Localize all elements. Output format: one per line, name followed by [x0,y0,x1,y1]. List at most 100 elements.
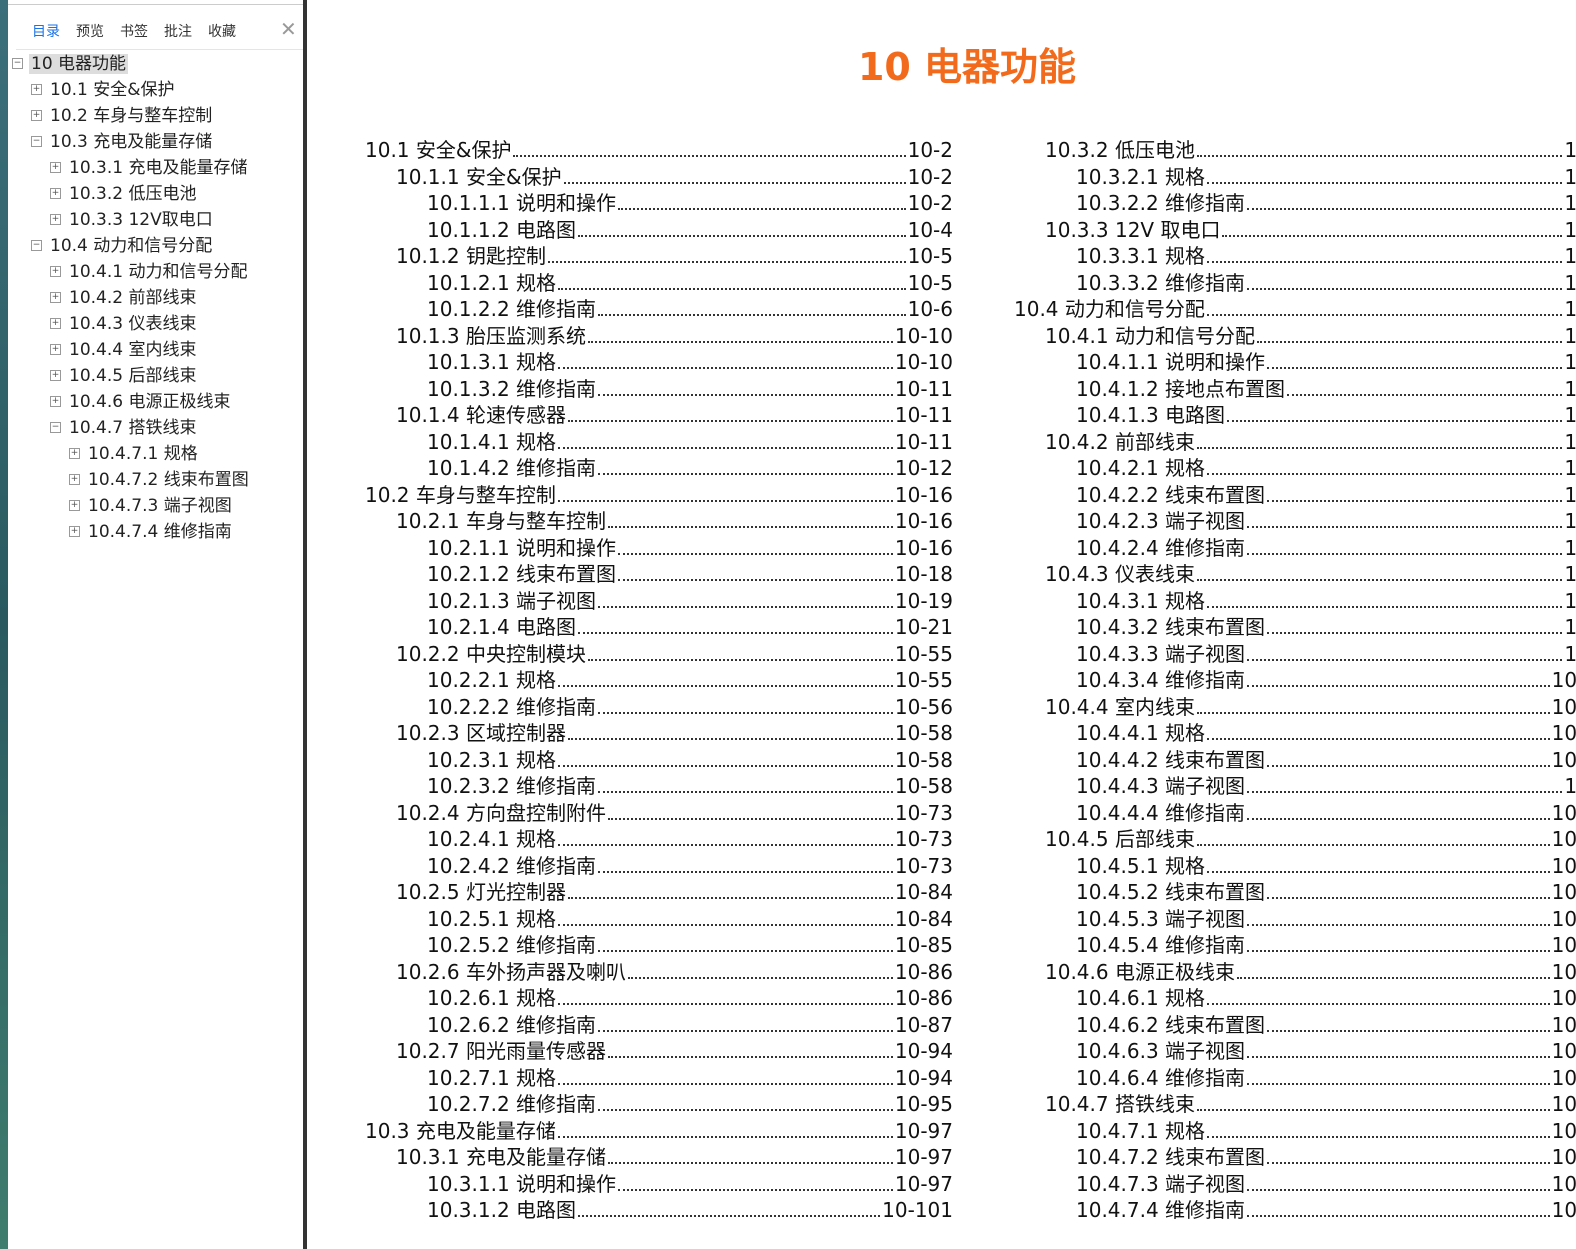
toc-entry[interactable]: 10.4.7 搭铁线束 10-5 [1045,1091,1576,1117]
tree-node[interactable]: −10.3 充电及能量存储 [31,130,214,154]
toc-entry[interactable]: 10.4.5 后部线束 10-4 [1045,826,1576,852]
toc-entry[interactable]: 10.2.6.1 规格 10-86 [427,985,953,1011]
expand-icon[interactable]: + [50,188,61,199]
toc-entry[interactable]: 10.2.7 阳光雨量传感器 10-94 [396,1038,953,1064]
node-label[interactable]: 10.3 充电及能量存储 [50,132,213,152]
toc-entry[interactable]: 10.2.3 区域控制器 10-58 [396,720,953,746]
toc-entry[interactable]: 10.1.3 胎压监测系统 10-10 [396,323,953,349]
toc-entry[interactable]: 10.4.3.1 规格 10- [1076,588,1576,614]
toc-entry[interactable]: 10.3.1.1 说明和操作 10-97 [427,1171,953,1197]
tree-node[interactable]: +10.2 车身与整车控制 [31,104,214,128]
expand-icon[interactable]: − [12,58,23,69]
tab[interactable]: 收藏 [208,24,236,40]
toc-entry[interactable]: 10.3.1.2 电路图 10-101 [427,1197,953,1223]
toc-entry[interactable]: 10.4.1 动力和信号分配 10- [1045,323,1576,349]
toc-entry[interactable]: 10.2.1 车身与整车控制 10-16 [396,508,953,534]
toc-entry[interactable]: 10.4.2 前部线束 10- [1045,429,1576,455]
tree-node[interactable]: +10.3.3 12V取电口 [50,208,215,232]
toc-entry[interactable]: 10.4.3.4 维修指南 10-2 [1076,667,1576,693]
toc-entry[interactable]: 10.2.3.2 维修指南 10-58 [427,773,953,799]
node-label[interactable]: 10.4.3 仪表线束 [69,314,197,334]
tree-node[interactable]: +10.4.1 动力和信号分配 [50,260,249,284]
expand-icon[interactable]: + [50,292,61,303]
toc-entry[interactable]: 10.3.3 12V 取电口 10- [1045,217,1576,243]
expand-icon[interactable]: + [50,162,61,173]
toc-entry[interactable]: 10.2.7.2 维修指南 10-95 [427,1091,953,1117]
expand-icon[interactable]: + [69,526,80,537]
toc-entry[interactable]: 10.4.3 仪表线束 10- [1045,561,1576,587]
toc-entry[interactable]: 10.4.6 电源正极线束 10-5 [1045,959,1576,985]
node-label[interactable]: 10.4 动力和信号分配 [50,236,213,256]
expand-icon[interactable]: − [50,422,61,433]
toc-entry[interactable]: 10.4.7.1 规格 10-5 [1076,1118,1576,1144]
toc-entry[interactable]: 10.4.7.2 线束布置图 10-5 [1076,1144,1576,1170]
expand-icon[interactable]: − [31,136,42,147]
toc-entry[interactable]: 10.4.5.1 规格 10-4 [1076,853,1576,879]
tab[interactable]: 批注 [164,24,192,40]
toc-entry[interactable]: 10.2.1.2 线束布置图 10-18 [427,561,953,587]
node-label[interactable]: 10.4.7.4 维修指南 [88,522,232,542]
expand-icon[interactable]: + [69,474,80,485]
toc-entry[interactable]: 10.4.1.2 接地点布置图 10- [1076,376,1576,402]
tab[interactable]: 预览 [76,24,104,40]
toc-entry[interactable]: 10.2.5 灯光控制器 10-84 [396,879,953,905]
toc-entry[interactable]: 10.4.5.4 维修指南 10-4 [1076,932,1576,958]
toc-entry[interactable]: 10.3.2.2 维修指南 10- [1076,190,1576,216]
toc-entry[interactable]: 10.4.4.1 规格 10-2 [1076,720,1576,746]
node-label[interactable]: 10.4.7.2 线束布置图 [88,470,249,490]
tree-node[interactable]: +10.4.7.2 线束布置图 [69,468,251,492]
tree-node[interactable]: +10.4.7.3 端子视图 [69,494,234,518]
toc-entry[interactable]: 10.2.3.1 规格 10-58 [427,747,953,773]
toc-entry[interactable]: 10.4.6.2 线束布置图 10-5 [1076,1012,1576,1038]
toc-entry[interactable]: 10.3 充电及能量存储 10-97 [365,1118,953,1144]
node-label[interactable]: 10.4.4 室内线束 [69,340,197,360]
expand-icon[interactable]: − [31,240,42,251]
expand-icon[interactable]: + [50,370,61,381]
toc-entry[interactable]: 10.3.2 低压电池 10- [1045,137,1576,163]
toc-entry[interactable]: 10.4.2.4 维修指南 10- [1076,535,1576,561]
toc-entry[interactable]: 10.2.5.2 维修指南 10-85 [427,932,953,958]
toc-entry[interactable]: 10.1.1 安全&保护 10-2 [396,164,953,190]
toc-entry[interactable]: 10.3.3.2 维修指南 10- [1076,270,1576,296]
toc-entry[interactable]: 10.2.2.1 规格 10-55 [427,667,953,693]
toc-entry[interactable]: 10.1.1.2 电路图 10-4 [427,217,953,243]
expand-icon[interactable]: + [50,396,61,407]
tab[interactable]: 书签 [120,24,148,40]
toc-entry[interactable]: 10.2.1.4 电路图 10-21 [427,614,953,640]
expand-icon[interactable]: + [50,318,61,329]
close-button[interactable]: ✕ [280,17,297,41]
node-label[interactable]: 10.4.2 前部线束 [69,288,197,308]
tree-node[interactable]: +10.3.1 充电及能量存储 [50,156,249,180]
toc-entry[interactable]: 10.4.2.2 线束布置图 10- [1076,482,1576,508]
toc-entry[interactable]: 10.2.1.1 说明和操作 10-16 [427,535,953,561]
toc-entry[interactable]: 10.1.2 钥匙控制 10-5 [396,243,953,269]
node-label[interactable]: 10.4.1 动力和信号分配 [69,262,248,282]
toc-entry[interactable]: 10.4.1.1 说明和操作 10- [1076,349,1576,375]
node-label[interactable]: 10.4.7.3 端子视图 [88,496,232,516]
expand-icon[interactable]: + [31,110,42,121]
tree-node[interactable]: +10.4.4 室内线束 [50,338,198,362]
toc-entry[interactable]: 10.1.3.1 规格 10-10 [427,349,953,375]
toc-entry[interactable]: 10.2 车身与整车控制 10-16 [365,482,953,508]
toc-entry[interactable]: 10.4.4.2 线束布置图 10-2 [1076,747,1576,773]
toc-entry[interactable]: 10.2.4 方向盘控制附件 10-73 [396,800,953,826]
toc-entry[interactable]: 10.3.3.1 规格 10- [1076,243,1576,269]
tree-node[interactable]: +10.4.7.1 规格 [69,442,200,466]
node-label[interactable]: 10.3.1 充电及能量存储 [69,158,248,178]
toc-entry[interactable]: 10.2.2.2 维修指南 10-56 [427,694,953,720]
toc-entry[interactable]: 10.4 动力和信号分配 10- [1014,296,1576,322]
toc-entry[interactable]: 10.1.3.2 维修指南 10-11 [427,376,953,402]
tree-node[interactable]: +10.1 安全&保护 [31,78,177,102]
toc-entry[interactable]: 10.4.4 室内线束 10-2 [1045,694,1576,720]
toc-entry[interactable]: 10.1.4 轮速传感器 10-11 [396,402,953,428]
toc-entry[interactable]: 10.1.1.1 说明和操作 10-2 [427,190,953,216]
tree-node[interactable]: +10.4.2 前部线束 [50,286,198,310]
toc-entry[interactable]: 10.1.2.1 规格 10-5 [427,270,953,296]
toc-entry[interactable]: 10.2.7.1 规格 10-94 [427,1065,953,1091]
tree-node[interactable]: −10.4.7 搭铁线束 [50,416,198,440]
toc-entry[interactable]: 10.4.6.1 规格 10-5 [1076,985,1576,1011]
toc-entry[interactable]: 10.3.2.1 规格 10- [1076,164,1576,190]
toc-entry[interactable]: 10.2.4.1 规格 10-73 [427,826,953,852]
toc-entry[interactable]: 10.4.2.3 端子视图 10- [1076,508,1576,534]
node-label[interactable]: 10.4.7.1 规格 [88,444,198,464]
